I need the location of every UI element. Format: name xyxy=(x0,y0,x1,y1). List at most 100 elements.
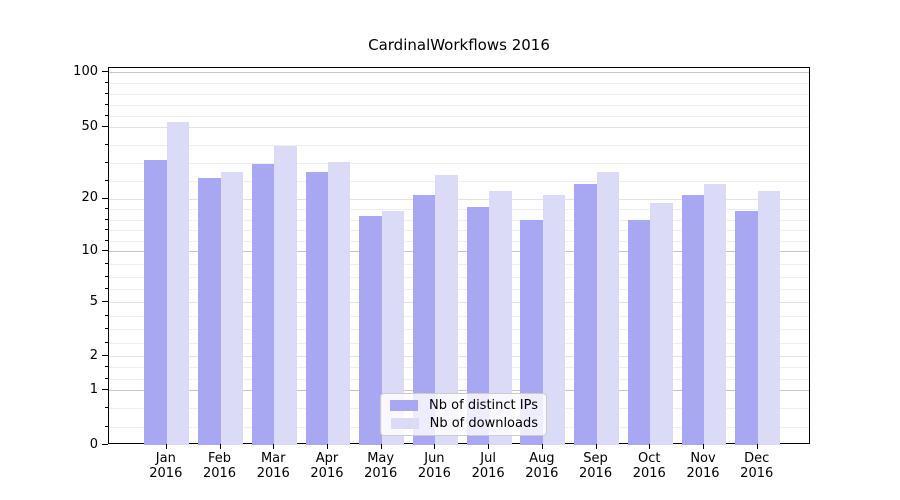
y-minor-gridline xyxy=(109,219,809,221)
y-minor-gridline xyxy=(109,367,809,369)
y-minor-gridline xyxy=(109,230,809,232)
y-minor-tick-mark xyxy=(105,161,108,163)
y-minor-tick-mark xyxy=(105,115,108,116)
bar-distinct-ips-nov xyxy=(681,194,704,445)
y-minor-tick-mark xyxy=(105,275,108,277)
y-minor-tick-mark xyxy=(105,425,108,427)
x-tick-label-may: May 2016 xyxy=(354,451,408,481)
x-tick-mark xyxy=(703,444,704,449)
x-tick-mark xyxy=(649,444,651,449)
y-minor-tick-mark xyxy=(105,341,108,343)
y-minor-gridline xyxy=(109,378,809,380)
x-tick-year: 2016 xyxy=(740,466,774,481)
x-tick-month: Nov xyxy=(690,451,716,466)
x-tick-label-jun: Jun 2016 xyxy=(407,451,461,481)
y-tick-label: 20 xyxy=(81,190,98,206)
y-tick-label: 5 xyxy=(89,293,98,309)
x-tick-year: 2016 xyxy=(632,466,666,481)
bar-distinct-ips-sep xyxy=(574,184,597,445)
x-tick-mark xyxy=(541,444,543,449)
bar-downloads-sep xyxy=(596,172,619,445)
y-minor-tick-mark xyxy=(105,104,108,105)
bar-downloads-mar xyxy=(274,146,297,445)
x-tick-mark xyxy=(273,444,275,449)
y-tick-label: 50 xyxy=(81,118,98,134)
bar-downloads-feb xyxy=(220,172,243,445)
x-tick-mark xyxy=(756,444,758,449)
x-tick-label-feb: Feb 2016 xyxy=(193,451,247,481)
y-minor-tick-mark xyxy=(105,314,108,316)
y-minor-tick-mark xyxy=(105,366,108,368)
y-minor-gridline xyxy=(109,83,809,84)
x-tick-label-jul: Jul 2016 xyxy=(461,451,515,481)
y-minor-tick-mark xyxy=(105,377,108,379)
y-minor-tick-mark xyxy=(105,262,108,264)
y-gridline-2 xyxy=(109,356,809,357)
y-tick-mark xyxy=(102,389,108,390)
y-minor-gridline xyxy=(109,116,809,117)
x-tick-year: 2016 xyxy=(256,466,290,481)
x-tick-year: 2016 xyxy=(202,466,237,481)
bar-downloads-aug xyxy=(542,194,566,445)
y-gridline-50 xyxy=(109,127,809,128)
x-tick-year: 2016 xyxy=(364,466,398,481)
bar-downloads-may xyxy=(381,210,405,445)
y-minor-tick-mark xyxy=(105,288,108,290)
x-tick-year: 2016 xyxy=(417,466,451,481)
bar-distinct-ips-jul xyxy=(466,206,490,445)
chart-title: CardinalWorkflows 2016 xyxy=(368,36,550,54)
y-minor-tick-mark xyxy=(105,218,108,220)
x-tick-month: May xyxy=(367,451,395,466)
y-minor-gridline xyxy=(109,289,809,291)
x-tick-year: 2016 xyxy=(686,466,720,481)
x-tick-label-jan: Jan 2016 xyxy=(139,451,193,481)
x-tick-label-nov: Nov 2016 xyxy=(676,451,730,481)
bar-downloads-nov xyxy=(704,184,727,445)
x-tick-month: Jul xyxy=(480,451,496,466)
x-tick-label-apr: Apr 2016 xyxy=(300,451,354,481)
y-tick-label: 2 xyxy=(89,347,98,363)
y-tick-label: 0 xyxy=(89,436,98,452)
y-tick-label: 10 xyxy=(81,242,98,258)
y-minor-tick-mark xyxy=(105,93,108,94)
x-tick-month: Apr xyxy=(315,451,339,466)
y-gridline-100 xyxy=(109,72,809,73)
bar-distinct-ips-jan xyxy=(144,159,167,445)
y-minor-tick-mark xyxy=(105,229,108,231)
legend-swatch-downloads xyxy=(390,418,419,429)
x-tick-month: Mar xyxy=(260,451,286,466)
x-tick-label-dec: Dec 2016 xyxy=(730,451,784,481)
x-tick-year: 2016 xyxy=(471,466,505,481)
y-minor-gridline xyxy=(109,263,809,265)
y-minor-tick-mark xyxy=(105,82,108,83)
x-tick-month: Aug xyxy=(529,451,555,466)
bar-distinct-ips-feb xyxy=(198,178,221,445)
x-tick-month: Jan xyxy=(155,451,176,466)
bar-distinct-ips-mar xyxy=(251,164,275,445)
y-minor-gridline xyxy=(109,315,809,317)
x-tick-label-oct: Oct 2016 xyxy=(622,451,676,481)
bar-downloads-jun xyxy=(435,175,458,445)
x-tick-mark xyxy=(219,444,221,449)
bar-distinct-ips-may xyxy=(359,215,382,445)
legend-label-downloads: Nb of downloads xyxy=(429,416,538,431)
bar-distinct-ips-jun xyxy=(413,194,436,445)
y-minor-gridline xyxy=(109,144,809,146)
x-tick-month: Oct xyxy=(638,451,661,466)
y-minor-gridline xyxy=(109,162,809,164)
y-tick-mark xyxy=(102,301,108,302)
x-tick-year: 2016 xyxy=(310,466,344,481)
y-tick-mark xyxy=(102,197,108,199)
y-minor-gridline xyxy=(109,180,809,182)
y-minor-tick-mark xyxy=(105,407,108,409)
y-minor-gridline xyxy=(109,342,809,344)
y-minor-gridline xyxy=(109,209,809,211)
x-tick-mark xyxy=(488,444,490,449)
y-gridline-1 xyxy=(109,390,809,391)
x-tick-year: 2016 xyxy=(579,466,613,481)
y-tick-mark xyxy=(102,250,108,251)
y-tick-mark xyxy=(102,444,108,445)
x-tick-label-sep: Sep 2016 xyxy=(569,451,623,481)
bar-distinct-ips-dec xyxy=(735,210,758,445)
